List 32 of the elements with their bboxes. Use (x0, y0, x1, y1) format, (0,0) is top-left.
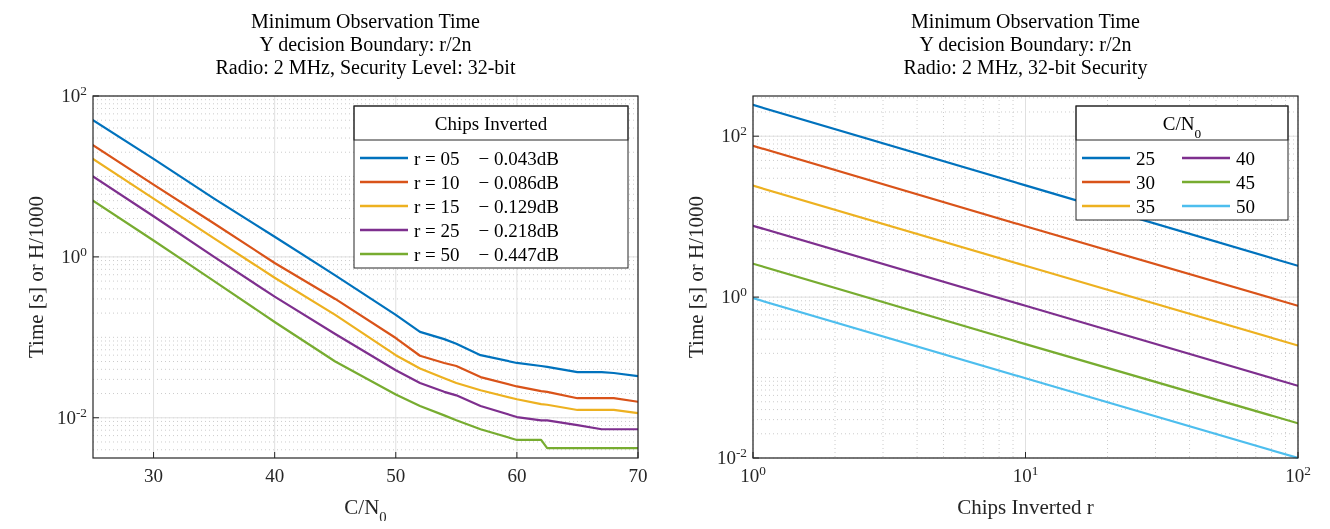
legend-label: 40 (1236, 148, 1255, 169)
legend-label: r = 50 − 0.447dB (414, 244, 559, 265)
legend-label: r = 15 − 0.129dB (414, 196, 559, 217)
legend-label: 45 (1236, 172, 1255, 193)
x-tick-label: 70 (628, 465, 648, 486)
x-tick-label: 50 (386, 465, 406, 486)
legend-title: C/N$_{0}$ (1162, 113, 1202, 141)
y-tick-label: 10$^{0}$ (721, 283, 748, 308)
y-tick-label: 10$^{2}$ (721, 122, 747, 147)
y-tick-label: 10$^{0}$ (61, 243, 88, 267)
y-axis-title: Time [s] or H/1000 (24, 196, 48, 358)
chart-title: Minimum Observation Time Y decision Boundary: r/2n Radio: 2 MHz, Security Level: 32-bit (215, 10, 516, 79)
x-tick-label: 10$^{1}$ (1012, 462, 1039, 486)
x-tick-label: 10$^{2}$ (1285, 462, 1311, 486)
y-axis-title: Time [s] or H/1000 (684, 196, 708, 358)
legend-label: r = 25 − 0.218dB (414, 220, 559, 241)
legend-label: 35 (1136, 196, 1155, 217)
line-series (93, 199, 638, 450)
legend-label: 25 (1136, 148, 1155, 169)
chart-title: Minimum Observation Time Y decision Boundary: r/2n Radio: 2 MHz, 32-bit Security (903, 10, 1148, 79)
x-tick-label: 30 (144, 465, 164, 486)
y-tick-label: 10$^{2}$ (61, 82, 87, 106)
line-series (93, 119, 638, 378)
legend-label: 50 (1236, 196, 1255, 217)
legend-label: r = 10 − 0.086dB (414, 172, 559, 193)
legend-label: 30 (1136, 172, 1155, 193)
legend-label: r = 05 − 0.043dB (414, 148, 559, 169)
legend-title: Chips Inverted (434, 113, 548, 134)
y-tick-label: 10$^{-2}$ (56, 404, 87, 428)
x-tick-label: 60 (507, 465, 527, 486)
x-axis-title: Chips Inverted r (957, 495, 1094, 519)
x-tick-label: 40 (265, 465, 285, 486)
